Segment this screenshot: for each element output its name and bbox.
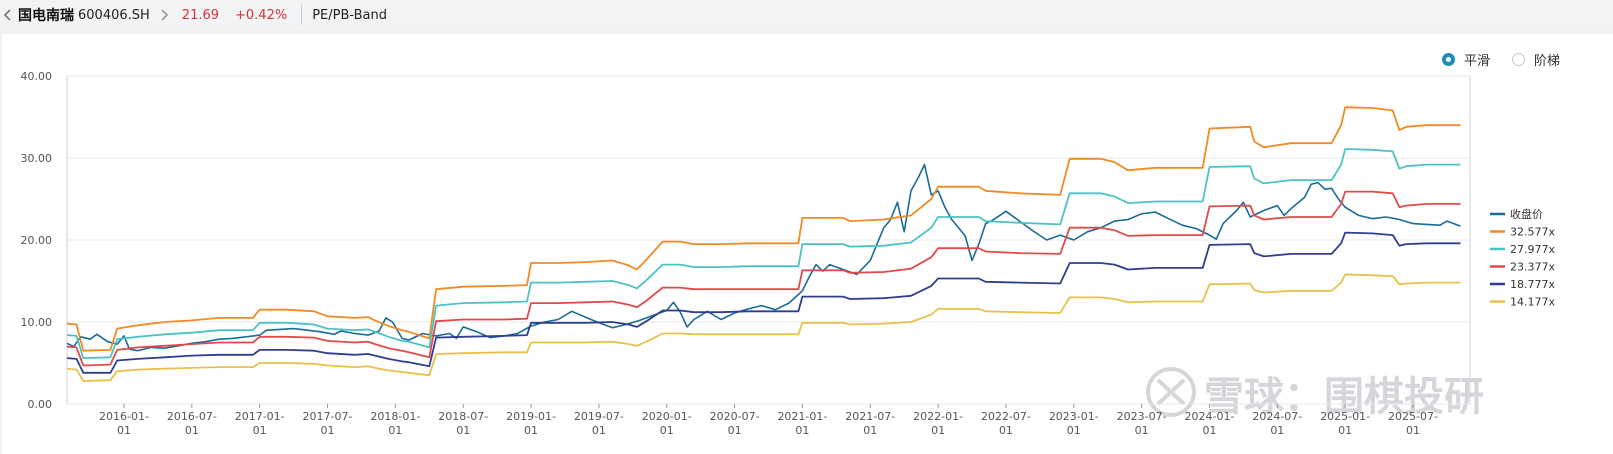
series-line-5 (66, 273, 1461, 382)
radio-selected-icon[interactable] (1442, 53, 1455, 66)
x-tick-label-line2: 01 (1338, 424, 1352, 437)
x-tick-label: 2024-01- (1185, 410, 1235, 423)
smooth-option[interactable]: 平滑 (1442, 50, 1490, 69)
x-tick-label-line2: 01 (524, 424, 538, 437)
x-tick-label: 2021-07- (845, 410, 895, 423)
watermark-text: 雪球：围棋投研 (1204, 374, 1484, 420)
watermark-logo-icon (1146, 367, 1196, 417)
watermark: 雪球：围棋投研 (1146, 367, 1484, 420)
watermark-logo-mark (1156, 378, 1186, 406)
x-tick-label: 2018-01- (370, 410, 420, 423)
x-tick-label: 2022-01- (913, 410, 963, 423)
divider (301, 5, 303, 25)
x-tick-label-line2: 01 (931, 424, 945, 437)
x-tick-label-line2: 01 (660, 424, 674, 437)
x-tick-label: 2017-07- (303, 410, 353, 423)
x-tick-label: 2017-01- (235, 410, 285, 423)
x-tick-label-line2: 01 (1270, 424, 1284, 437)
x-axis: 2016-01-012016-07-012017-01-012017-07-01… (99, 404, 1438, 437)
x-tick-label: 2022-07- (981, 410, 1031, 423)
x-tick-label: 2025-01- (1320, 410, 1370, 423)
x-tick-label-line2: 01 (592, 424, 606, 437)
x-tick-label-line2: 01 (456, 424, 470, 437)
y-tick-label: 40.00 (21, 70, 53, 83)
radio-unselected-icon[interactable] (1512, 53, 1525, 66)
x-tick-label: 2023-07- (1117, 410, 1167, 423)
x-tick-label-line2: 01 (117, 424, 131, 437)
series-line-3 (66, 190, 1461, 367)
chart-grid (66, 75, 1471, 405)
legend-label: 18.777x (1510, 278, 1555, 291)
x-tick-label: 2018-07- (438, 410, 488, 423)
smooth-label: 平滑 (1464, 54, 1491, 69)
series-line-2 (66, 148, 1461, 359)
x-tick-label-line2: 01 (728, 424, 742, 437)
y-axis: 0.00 10.00 20.00 30.00 40.00 (21, 70, 53, 411)
band-mode-label: PE/PB-Band (312, 7, 388, 23)
x-tick-label: 2020-07- (710, 410, 760, 423)
x-tick-label-line2: 01 (999, 424, 1013, 437)
legend-label: 32.577x (1510, 226, 1555, 239)
x-tick-label: 2024-07- (1252, 410, 1302, 423)
legend-label: 收盘价 (1510, 207, 1543, 221)
series-line-4 (66, 231, 1461, 374)
x-tick-label: 2019-07- (574, 410, 624, 423)
x-tick-label: 2020-01- (642, 410, 692, 423)
y-tick-label: 20.00 (21, 234, 53, 247)
legend-label: 14.177x (1510, 296, 1555, 309)
stock-price: 21.69 (181, 7, 220, 23)
y-tick-label: 0.00 (28, 398, 53, 411)
legend-label: 23.377x (1510, 261, 1555, 274)
x-tick-label: 2016-07- (167, 410, 217, 423)
step-label: 阶梯 (1534, 54, 1561, 69)
price-change: +0.42% (235, 7, 288, 23)
step-option[interactable]: 阶梯 (1512, 50, 1560, 69)
stock-name: 国电南瑞 (18, 8, 74, 24)
top-bar: 国电南瑞 600406.SH 21.69 +0.42% PE/PB-Band (0, 0, 1613, 30)
stock-code: 600406.SH (78, 7, 150, 23)
chart-legend: 收盘价 32.577x 27.977x 23.377x 18.777x 14.177x (1490, 207, 1555, 309)
x-tick-label: 2025-07- (1388, 410, 1438, 423)
x-tick-label-line2: 01 (253, 424, 267, 437)
y-tick-label: 10.00 (21, 316, 53, 329)
back-chevron-icon[interactable] (4, 9, 12, 21)
x-tick-label-line2: 01 (321, 424, 335, 437)
x-tick-label-line2: 01 (1406, 424, 1420, 437)
x-tick-label-line2: 01 (863, 424, 877, 437)
x-tick-label: 2016-01- (99, 410, 149, 423)
x-tick-label: 2019-01- (506, 410, 556, 423)
legend-label: 27.977x (1510, 243, 1555, 256)
x-tick-label: 2023-01- (1049, 410, 1099, 423)
x-tick-label-line2: 01 (1135, 424, 1149, 437)
x-tick-label: 2021-01- (777, 410, 827, 423)
x-tick-label-line2: 01 (185, 424, 199, 437)
x-tick-label-line2: 01 (388, 424, 402, 437)
chart-series (66, 106, 1461, 382)
x-tick-label-line2: 01 (1067, 424, 1081, 437)
x-tick-label-line2: 01 (795, 424, 809, 437)
series-line-1 (66, 106, 1461, 352)
x-tick-label-line2: 01 (1202, 424, 1216, 437)
y-tick-label: 30.00 (21, 152, 53, 165)
forward-chevron-icon[interactable] (160, 9, 168, 21)
